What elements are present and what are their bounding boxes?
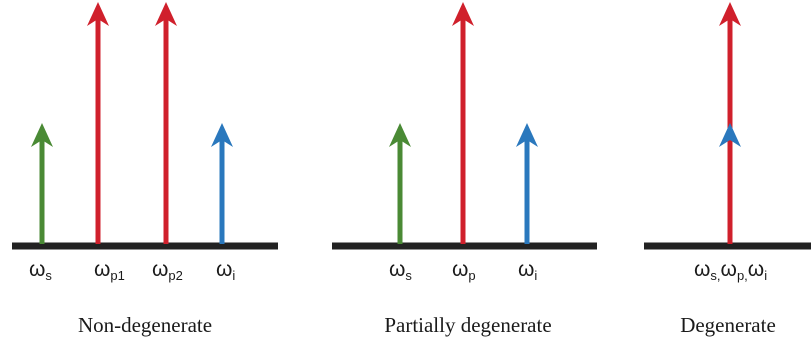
label-omega-combined: ωs,ωp,ωi — [694, 258, 767, 283]
overlay-arrow-head — [719, 123, 741, 147]
arrow-head — [719, 2, 741, 26]
arrow-head — [516, 123, 538, 147]
arrow-signal — [31, 123, 53, 244]
arrow-head — [87, 2, 109, 26]
arrow-head — [452, 2, 474, 26]
panel-non-degenerate: ωs ωp1 ωp2 ωi Non-degenerate — [12, 2, 278, 337]
label-omega-p1: ωp1 — [94, 258, 125, 283]
caption-partially-degenerate: Partially degenerate — [384, 313, 551, 337]
arrow-pump-2 — [155, 2, 177, 244]
caption-non-degenerate: Non-degenerate — [78, 313, 212, 337]
arrow-head — [389, 123, 411, 147]
arrow-pump-overlay-idler — [719, 2, 741, 244]
label-omega-i: ωi — [216, 258, 235, 283]
label-omega-i: ωi — [518, 258, 537, 283]
label-omega-p2: ωp2 — [152, 258, 183, 283]
label-omega-p: ωp — [452, 258, 476, 283]
caption-degenerate: Degenerate — [680, 313, 776, 337]
arrow-pump-1 — [87, 2, 109, 244]
label-omega-s: ωs — [389, 258, 412, 283]
arrow-signal — [389, 123, 411, 244]
panel-degenerate: ωs,ωp,ωi Degenerate — [644, 2, 811, 337]
arrow-idler — [211, 123, 233, 244]
arrow-pump — [452, 2, 474, 244]
arrow-head — [211, 123, 233, 147]
arrow-idler — [516, 123, 538, 244]
panel-partially-degenerate: ωs ωp ωi Partially degenerate — [332, 2, 597, 337]
label-omega-s: ωs — [29, 258, 52, 283]
arrow-head — [155, 2, 177, 26]
arrow-head — [31, 123, 53, 147]
